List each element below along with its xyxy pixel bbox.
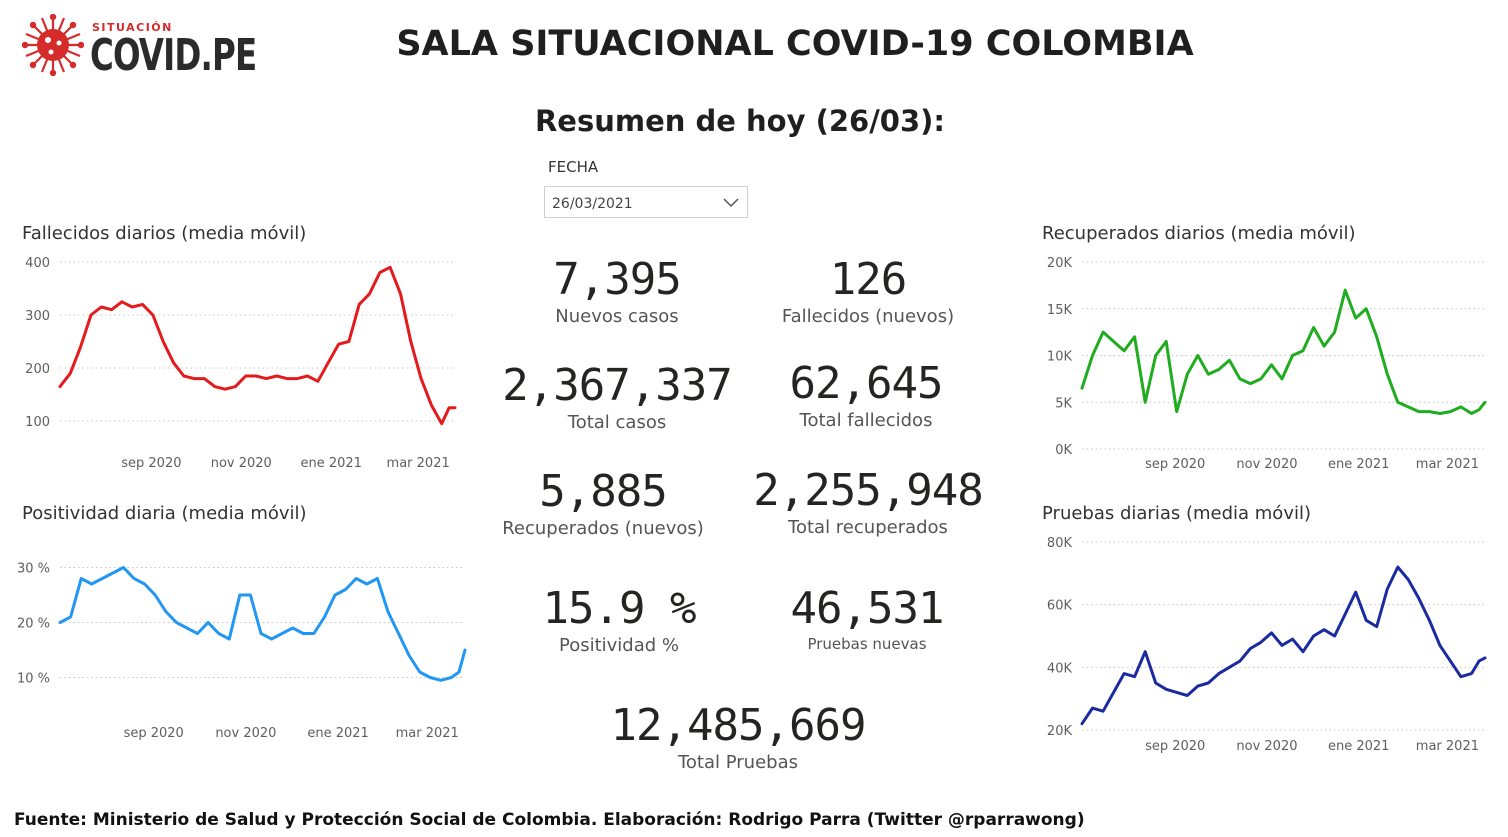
date-slicer-dropdown[interactable]: 26/03/2021 [544, 186, 748, 218]
y-tick-label: 200 [25, 362, 50, 377]
y-tick-label: 30 % [17, 562, 50, 577]
kpi-nuevos-casos: 7,395 Nuevos casos [467, 254, 767, 327]
chart-title-pruebas: Pruebas diarias (media móvil) [1042, 503, 1311, 524]
series-line-fallecidos [58, 265, 457, 426]
x-tick-label: nov 2020 [211, 456, 272, 471]
kpi-label: Fallecidos (nuevos) [781, 306, 955, 327]
x-tick-label: mar 2021 [387, 456, 450, 471]
y-tick-label: 5K [1055, 396, 1072, 411]
x-tick-label: mar 2021 [396, 726, 459, 741]
x-tick-label: nov 2020 [1236, 457, 1297, 472]
y-tick-label: 40K [1047, 661, 1073, 676]
chart-title-positividad: Positividad diaria (media móvil) [22, 503, 307, 524]
y-tick-label: 0K [1055, 443, 1072, 458]
chart-title-fallecidos: Fallecidos diarios (media móvil) [22, 223, 307, 244]
kpi-value: 7,395 [553, 254, 681, 305]
kpi-value: 15.9 % [542, 583, 697, 634]
y-tick-label: 60K [1047, 599, 1073, 614]
x-tick-label: nov 2020 [1236, 739, 1297, 754]
kpi-total-pruebas: 12,485,669 Total Pruebas [588, 700, 888, 773]
virus-icon [22, 14, 84, 76]
chart-title-recuperados: Recuperados diarios (media móvil) [1042, 223, 1356, 244]
kpi-label: Total casos [567, 412, 667, 433]
kpi-value: 12,485,669 [610, 700, 867, 751]
chart-recuperados: 0K 5K 10K 15K 20K sep 2020 nov 2020 ene 2021 mar… [1047, 256, 1487, 472]
y-tick-label: 10 % [17, 672, 50, 687]
x-tick-label: sep 2020 [1145, 457, 1205, 472]
logo-big-text: COVID.PE [90, 30, 257, 81]
y-tick-label: 100 [25, 415, 50, 430]
y-tick-label: 15K [1047, 303, 1073, 318]
logo: SITUACIÓN COVID.PE [22, 8, 257, 86]
y-tick-label: 80K [1047, 536, 1073, 551]
kpi-recuperados-nuevos: 5,885 Recuperados (nuevos) [453, 466, 753, 539]
date-slicer-value: 26/03/2021 [552, 196, 633, 212]
series-line-recuperados [1080, 288, 1487, 415]
kpi-value: 46,531 [790, 583, 945, 634]
kpi-label: Positividad % [558, 635, 680, 656]
x-tick-label: sep 2020 [121, 456, 181, 471]
series-line-pruebas [1080, 565, 1487, 726]
x-tick-label: ene 2021 [300, 456, 361, 471]
kpi-value: 5,885 [539, 466, 667, 517]
x-tick-label: ene 2021 [307, 726, 368, 741]
x-tick-label: sep 2020 [1145, 739, 1205, 754]
chart-pruebas: 20K 40K 60K 80K sep 2020 nov 2020 ene 2021 mar … [1047, 536, 1487, 754]
kpi-total-recuperados: 2,255,948 Total recuperados [718, 465, 1018, 538]
kpi-value: 126 [829, 254, 907, 305]
x-tick-label: ene 2021 [1328, 739, 1389, 754]
chart-positividad: 10 % 20 % 30 % sep 2020 nov 2020 ene 2021 mar … [17, 562, 467, 741]
y-tick-label: 300 [25, 309, 50, 324]
kpi-label: Recuperados (nuevos) [502, 518, 704, 539]
y-tick-label: 20 % [17, 617, 50, 632]
kpi-pruebas-nuevas: 46,531 Pruebas nuevas [717, 583, 1017, 653]
kpi-value: 2,255,948 [753, 465, 983, 516]
kpi-label: Total fallecidos [799, 410, 933, 431]
x-tick-label: ene 2021 [1328, 457, 1389, 472]
chart-fallecidos: 100 200 300 400 sep 2020 nov 2020 ene 2021 mar … [25, 256, 457, 471]
x-tick-label: nov 2020 [215, 726, 276, 741]
summary-title: Resumen de hoy (26/03): [534, 104, 946, 138]
kpi-label: Total recuperados [788, 517, 948, 538]
kpi-total-casos: 2,367,337 Total casos [467, 360, 767, 433]
kpi-positividad: 15.9 % Positividad % [469, 583, 769, 656]
y-tick-label: 20K [1047, 256, 1073, 271]
kpi-label: Total Pruebas [677, 752, 798, 773]
x-tick-label: mar 2021 [1416, 739, 1479, 754]
logo-small-text: SITUACIÓN [92, 21, 173, 34]
page-title: SALA SITUACIONAL COVID-19 COLOMBIA [396, 24, 1194, 64]
kpi-total-fallecidos: 62,645 Total fallecidos [716, 358, 1016, 431]
chevron-down-icon [723, 198, 739, 208]
kpi-value: 2,367,337 [502, 360, 732, 411]
date-slicer-label: FECHA [548, 158, 599, 176]
x-tick-label: sep 2020 [124, 726, 184, 741]
kpi-value: 62,645 [789, 358, 944, 409]
kpi-fallecidos-nuevos: 126 Fallecidos (nuevos) [718, 254, 1018, 327]
x-tick-label: mar 2021 [1416, 457, 1479, 472]
kpi-label: Pruebas nuevas [807, 635, 927, 653]
kpi-label: Nuevos casos [555, 306, 679, 327]
footer-source: Fuente: Ministerio de Salud y Protección… [14, 810, 1085, 830]
series-line-positividad [58, 566, 467, 682]
y-tick-label: 10K [1047, 350, 1073, 365]
y-tick-label: 400 [25, 256, 50, 271]
y-tick-label: 20K [1047, 724, 1073, 739]
